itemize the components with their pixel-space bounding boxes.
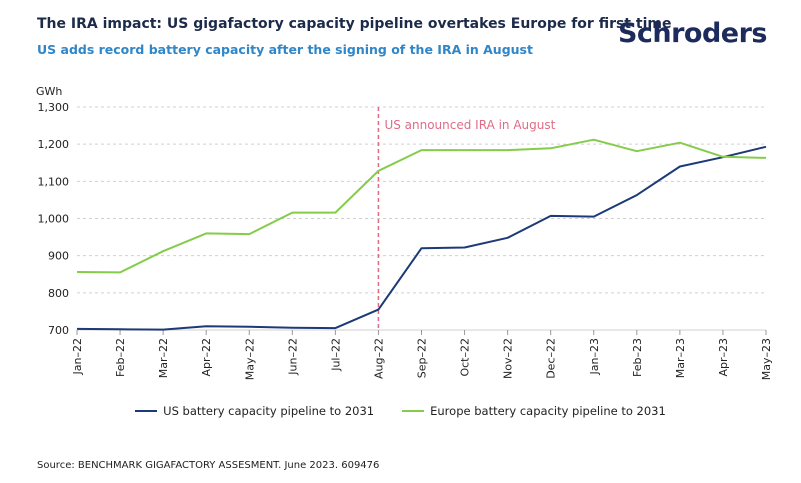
y-tick-label: 900 (48, 250, 69, 263)
legend-label-us: US battery capacity pipeline to 2031 (163, 404, 375, 418)
y-tick-label: 1,300 (38, 101, 70, 114)
x-tick-label: Jan–23 (588, 338, 601, 375)
x-tick-label: May–22 (243, 338, 256, 380)
us-series-line (76, 145, 767, 331)
x-tick-label: Feb–22 (114, 338, 127, 377)
y-tick-label: 1,200 (38, 138, 70, 151)
x-tick-label: Oct–22 (459, 338, 472, 377)
y-axis-unit-label: GWh (36, 85, 62, 98)
source-note: Source: BENCHMARK GIGAFACTORY ASSESMENT.… (37, 460, 380, 471)
chart-subtitle: US adds record battery capacity after th… (37, 42, 533, 57)
x-tick-label: Jun–22 (286, 338, 299, 376)
x-tick-label: Mar–23 (674, 338, 687, 378)
chart-title: The IRA impact: US gigafactory capacity … (37, 16, 672, 32)
legend-swatch-europe (402, 410, 425, 412)
y-tick-label: 800 (48, 287, 69, 300)
legend-item-us: US battery capacity pipeline to 2031 (135, 404, 374, 418)
europe-series-line (76, 138, 767, 274)
x-tick-label: Sep–22 (416, 338, 429, 378)
x-tick-label: Jul–22 (329, 338, 342, 372)
x-tick-label: Nov–22 (502, 338, 515, 379)
x-tick-label: Mar–22 (157, 338, 170, 378)
legend-label-europe: Europe battery capacity pipeline to 2031 (430, 404, 666, 418)
x-tick-label: Jan–22 (71, 338, 84, 375)
y-tick-label: 1,100 (38, 175, 70, 188)
schroders-logo: Schroders (617, 18, 768, 49)
y-tick-label: 1,000 (38, 213, 70, 226)
x-tick-label: Feb–23 (631, 338, 644, 377)
x-tick-label: Aug–22 (372, 338, 385, 379)
line-chart: GWh 700 800 900 1,000 1,100 1,200 1,300 Jan–22 Fe… (36, 85, 773, 380)
chart-legend: US battery capacity pipeline to 2031 Eur… (0, 404, 801, 418)
y-tick-label: 700 (48, 324, 69, 337)
x-tick-label: Dec–22 (545, 338, 558, 379)
ira-annotation-label: US announced IRA in August (384, 118, 555, 132)
x-tick-label: May–23 (760, 338, 773, 380)
x-tick-label: Apr–22 (200, 338, 213, 377)
legend-item-europe: Europe battery capacity pipeline to 2031 (402, 404, 666, 418)
x-tick-label: Apr–23 (717, 338, 730, 377)
legend-swatch-us (135, 410, 158, 412)
